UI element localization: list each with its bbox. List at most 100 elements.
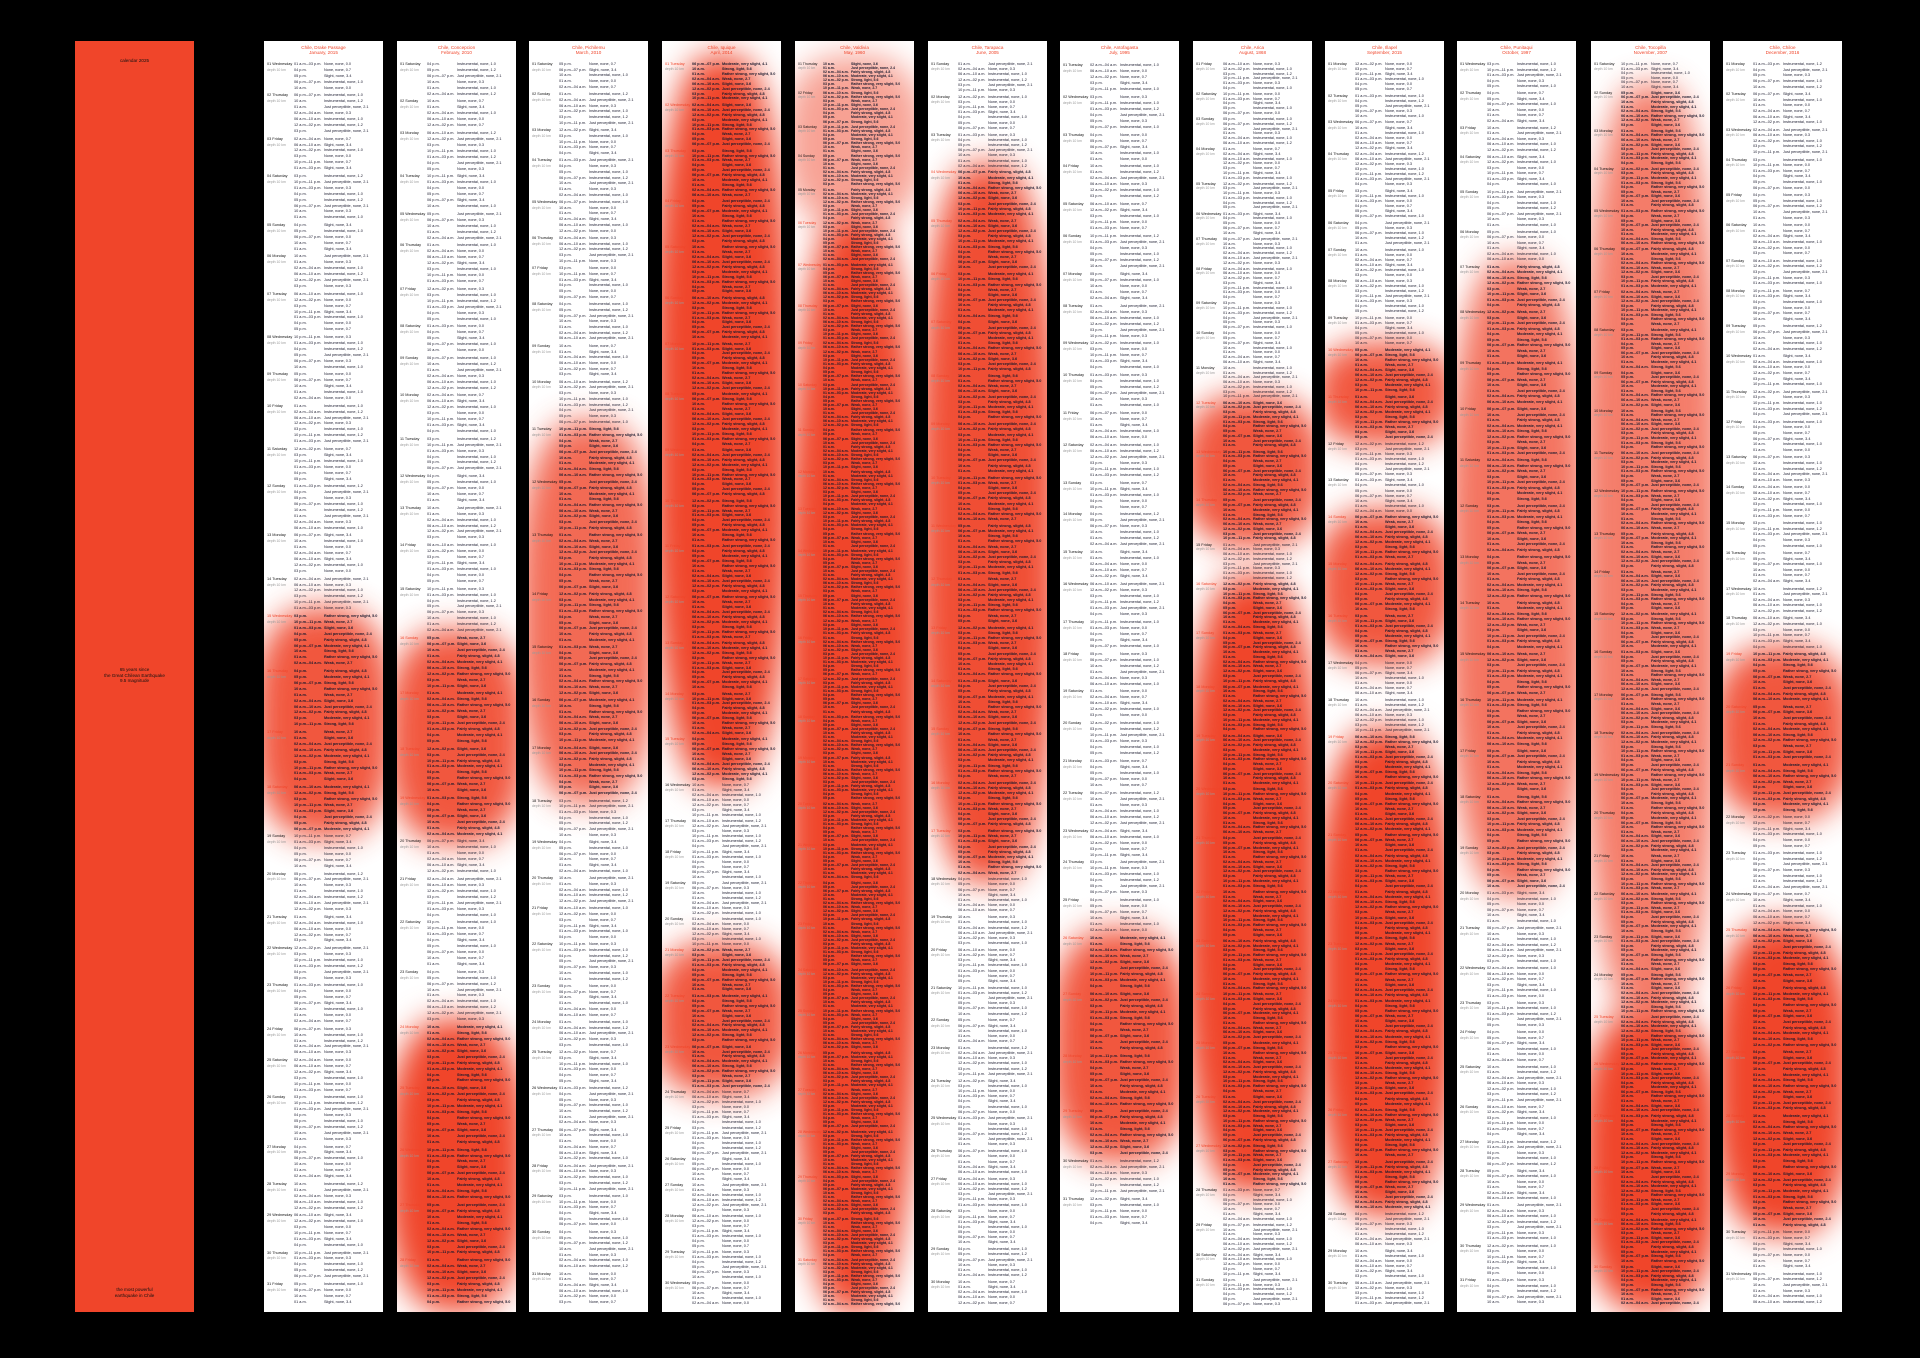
event-time: 10 a.m. — [958, 915, 971, 920]
event-description: Weak, none, 2.7 — [589, 438, 618, 443]
event-description: Moderate, very slight, 4.1 — [851, 1082, 893, 1087]
day-entry: 15 Saturday depth 10 km 01 a.m.–03 p.m. Wea… — [532, 645, 645, 696]
event-time: 10 p.m.–11 p.m. — [692, 472, 721, 477]
event-description: Instrumental, none, 1.0 — [457, 920, 496, 925]
event-row: 03 p.m. None, none, 0.3 — [692, 1208, 778, 1213]
event-description: Slight, none, 3.6 — [851, 162, 878, 167]
event-description: Just perceptible, none, 2.1 — [457, 73, 502, 78]
event-row: 12 a.m.–02 p.m. Slight, none, 3.6 — [958, 357, 1044, 362]
event-time: 01 a.m. — [427, 1258, 440, 1263]
event-row: 04 p.m. Weak, none, 2.7 — [692, 132, 778, 137]
event-row: 10 a.m. Just perceptible, none, 2.4 — [823, 308, 911, 312]
depth-label: depth 10 km — [267, 582, 286, 587]
event-description: Weak, none, 2.7 — [851, 718, 878, 723]
event-row: 03 p.m. Weak, none, 2.7 — [823, 328, 911, 332]
event-description: Instrumental, none, 1.0 — [324, 502, 363, 506]
event-row: 03 p.m. Slight, none, 3.6 — [692, 953, 778, 958]
event-time: 12 a.m.–02 p.m. — [427, 869, 455, 874]
event-row: 02 a.m.–04 a.m. Slight, none, 3.6 — [958, 743, 1044, 748]
event-time: 12 a.m.–02 p.m. — [823, 585, 849, 590]
event-description: Slight, none, 3.4 — [324, 533, 352, 538]
event-time: 01 a.m. — [559, 1252, 572, 1257]
event-description: Strong, light, 5.6 — [988, 570, 1018, 575]
event-description: Just perceptible, none, 2.1 — [324, 576, 369, 581]
day-name: 01 Wednesday — [267, 62, 293, 66]
event-time: 02 a.m.–04 a.m. — [427, 517, 455, 522]
event-row: 04 p.m. Weak, none, 2.7 — [559, 780, 645, 786]
event-description: Rather strong, very slight, 5.0 — [851, 270, 901, 275]
event-description: Rather strong, very slight, 5.0 — [851, 298, 901, 303]
event-time: 02 a.m.–04 a.m. — [294, 551, 322, 556]
event-time: 01 a.m.–03 p.m. — [559, 645, 588, 650]
event-time: 12 a.m.–02 p.m. — [692, 498, 721, 503]
event-description: Just perceptible, none, 2.1 — [589, 804, 634, 809]
event-row: 06 p.m.–07 p.m. Fairly strong, slight, 4.… — [823, 756, 911, 760]
event-time: 05 p.m. — [958, 325, 972, 330]
event-row: 01 a.m. Weak, none, 2.7 — [958, 577, 1044, 582]
event-description: Slight, none, 3.6 — [722, 412, 752, 416]
event-description: Just perceptible, none, 2.1 — [324, 1187, 369, 1192]
event-row: 05 p.m. None, none, 0.0 — [294, 372, 380, 378]
event-description: Moderate, very slight, 4.1 — [324, 753, 370, 758]
event-description: Instrumental, none, 1.0 — [722, 1141, 761, 1146]
event-time: 05 p.m. — [427, 211, 440, 216]
day-name: 01 Tuesday — [665, 62, 685, 66]
event-row: 01 a.m.–03 p.m. Weak, none, 2.7 — [958, 481, 1044, 486]
event-description: Slight, none, 3.6 — [324, 808, 354, 813]
event-time: 04 p.m. — [427, 938, 440, 943]
day-name: 23 Friday — [798, 922, 813, 927]
event-time: 06 p.m.–07 p.m. — [427, 1208, 456, 1213]
event-row: 10 p.m.–11 p.m. Slight, none, 3.4 — [692, 1229, 778, 1234]
event-time: 05 p.m. — [823, 884, 836, 889]
event-row: 06 p.m.–07 p.m. Just perceptible, none, 2… — [294, 1274, 380, 1280]
event-list: 10 a.m. Just perceptible, none, 2.1 01 a.m… — [692, 1183, 778, 1213]
day-label: 09 Sunday depth 10 km — [532, 344, 559, 355]
event-row: 01 a.m.–03 p.m. Rather strong, very sligh… — [823, 715, 911, 719]
event-time: 06 a.m.–10 a.m. — [823, 581, 849, 586]
event-row: 12 a.m.–02 p.m. None, none, 0.7 — [559, 1050, 645, 1056]
event-row: 06 a.m.–10 a.m. Just perceptible, none, 2… — [958, 588, 1044, 593]
event-description: Instrumental, none, 1.2 — [988, 1045, 1027, 1050]
event-row: 03 p.m. Weak, none, 2.7 — [692, 1074, 778, 1079]
event-time: 10 a.m. — [823, 308, 835, 313]
event-time: 10 a.m. — [559, 181, 572, 186]
depth-label: depth 10 km — [798, 225, 816, 230]
day-label: 02 Sunday depth 10 km — [532, 92, 559, 103]
day-entry: 21 Saturday depth 10 km 10 p.m.–11 p.m. Ins… — [931, 986, 1044, 1017]
event-row: 01 a.m.–03 p.m. None, none, 0.7 — [294, 1088, 380, 1094]
event-row: 01 a.m. Strong, light, 5.6 — [823, 1033, 911, 1037]
event-row: 06 a.m.–10 a.m. None, none, 0.3 — [294, 583, 380, 589]
event-time: 02 a.m.–04 a.m. — [958, 1051, 986, 1056]
event-time: 05 p.m. — [958, 142, 971, 147]
event-description: Just perceptible, none, 2.4 — [851, 626, 895, 631]
event-row: 04 p.m. Rather strong, very slight, 5.0 — [823, 954, 911, 958]
event-time: 04 p.m. — [958, 613, 972, 618]
event-description: Instrumental, none, 1.0 — [722, 1162, 761, 1167]
event-time: 12 a.m.–02 p.m. — [958, 1061, 986, 1066]
event-description: Instrumental, none, 1.0 — [722, 855, 761, 860]
event-description: Weak, none, 2.7 — [589, 779, 618, 784]
event-time: 01 a.m. — [294, 692, 307, 697]
event-description: None, none, 0.3 — [988, 1056, 1016, 1061]
event-time: 03 p.m. — [559, 133, 572, 138]
event-row: 10 p.m.–11 p.m. Rather strong, very sligh… — [692, 630, 778, 635]
event-description: Rather strong, very slight, 5.0 — [851, 742, 901, 747]
event-row: 05 p.m. Instrumental, none, 1.2 — [559, 821, 645, 827]
event-row: 12 a.m.–02 p.m. Just perceptible, none, 2… — [692, 386, 778, 391]
event-row: 06 p.m.–07 p.m. Weak, none, 2.7 — [823, 672, 911, 676]
event-row: 06 a.m.–10 a.m. Slight, none, 3.6 — [958, 715, 1044, 720]
event-description: Weak, none, 2.7 — [722, 752, 751, 757]
event-row: 12 a.m.–02 p.m. Instrumental, none, 1.0 — [294, 563, 380, 569]
event-time: 10 p.m.–11 p.m. — [958, 603, 987, 608]
event-description: Weak, none, 2.7 — [324, 802, 353, 807]
day-name: 31 Saturday — [798, 1258, 817, 1263]
day-entry: 22 Saturday depth 10 km 03 p.m. Instrumenta… — [400, 920, 513, 968]
event-row: 10 p.m.–11 p.m. None, none, 0.0 — [692, 942, 778, 947]
event-description: Instrumental, none, 1.0 — [589, 1133, 628, 1138]
event-time: 10 a.m. — [559, 319, 572, 324]
event-time: 05 p.m. — [559, 307, 572, 312]
event-time: 04 p.m. — [692, 1141, 705, 1146]
event-time: 10 a.m. — [559, 205, 572, 210]
event-row: 02 a.m.–04 a.m. Instrumental, none, 1.0 — [294, 921, 380, 927]
event-time: 05 p.m. — [692, 1003, 706, 1008]
